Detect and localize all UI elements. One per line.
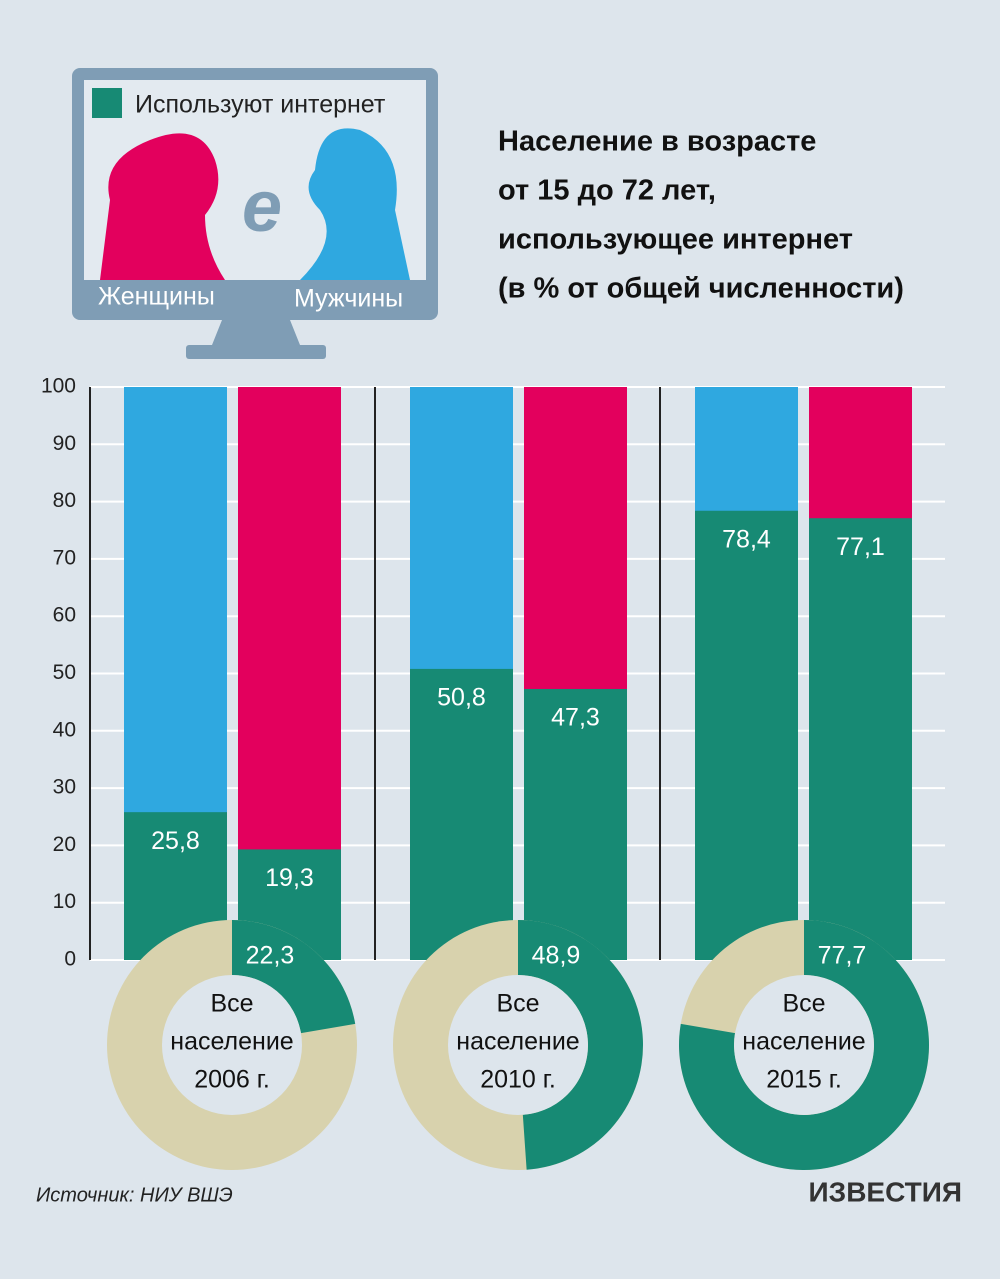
y-tick-label: 40 [53,718,76,741]
browser-icon: e [242,167,282,247]
y-tick-label: 20 [53,833,76,856]
title-line: (в % от общей численности) [498,273,904,305]
donut-segment [232,920,356,1034]
data-label: 78,4 [722,525,771,553]
donut-center-label: Все [782,990,825,1018]
bar [524,688,627,960]
data-label: 77,1 [836,533,885,561]
bar [410,668,513,960]
y-tick-label: 0 [64,948,76,971]
woman-silhouette [100,133,225,280]
donut-center-label: 2006 г. [194,1066,270,1094]
bar [695,510,798,960]
y-tick-label: 70 [53,546,76,569]
legend-women: Женщины [98,283,215,311]
donut-center-label: 2015 г. [766,1066,842,1094]
title: Население в возрасте от 15 до 72 лет, испо… [498,126,904,305]
title-line: от 15 до 72 лет, [498,175,716,207]
bar [809,518,912,960]
data-label: 19,3 [265,864,314,892]
donut-center-label: население [742,1028,865,1056]
legend-men: Мужчины [294,285,403,313]
donut-segment [518,920,643,1170]
legend-label: Используют интернет [135,91,386,119]
logo: ИЗВЕСТИЯ [809,1176,962,1207]
monitor-stand [186,345,326,359]
monitor-neck [212,320,300,345]
title-line: Население в возрасте [498,126,816,158]
y-tick-label: 100 [41,375,76,398]
man-silhouette [300,128,410,280]
donut-value-label: 77,7 [818,942,867,970]
y-tick-label: 90 [53,432,76,455]
y-tick-label: 10 [53,890,76,913]
y-tick-label: 50 [53,661,76,684]
donut-center-label: 2010 г. [480,1066,556,1094]
donut-hole [162,975,302,1115]
data-label: 25,8 [151,827,200,855]
donut-hole [734,975,874,1115]
donut-hole [448,975,588,1115]
donut-value-label: 22,3 [246,942,295,970]
source: Источник: НИУ ВШЭ [36,1184,233,1206]
y-tick-label: 60 [53,604,76,627]
y-tick-label: 80 [53,489,76,512]
title-line: использующее интернет [498,224,853,256]
donut-value-label: 48,9 [532,942,581,970]
y-tick-label: 30 [53,776,76,799]
donut-center-label: Все [496,990,539,1018]
donut-center-label: Все [210,990,253,1018]
donut-segment [679,920,930,1170]
donut-center-label: население [456,1028,579,1056]
legend-swatch [92,88,122,118]
donut-center-label: население [170,1028,293,1056]
data-label: 47,3 [551,704,600,732]
data-label: 50,8 [437,684,486,712]
